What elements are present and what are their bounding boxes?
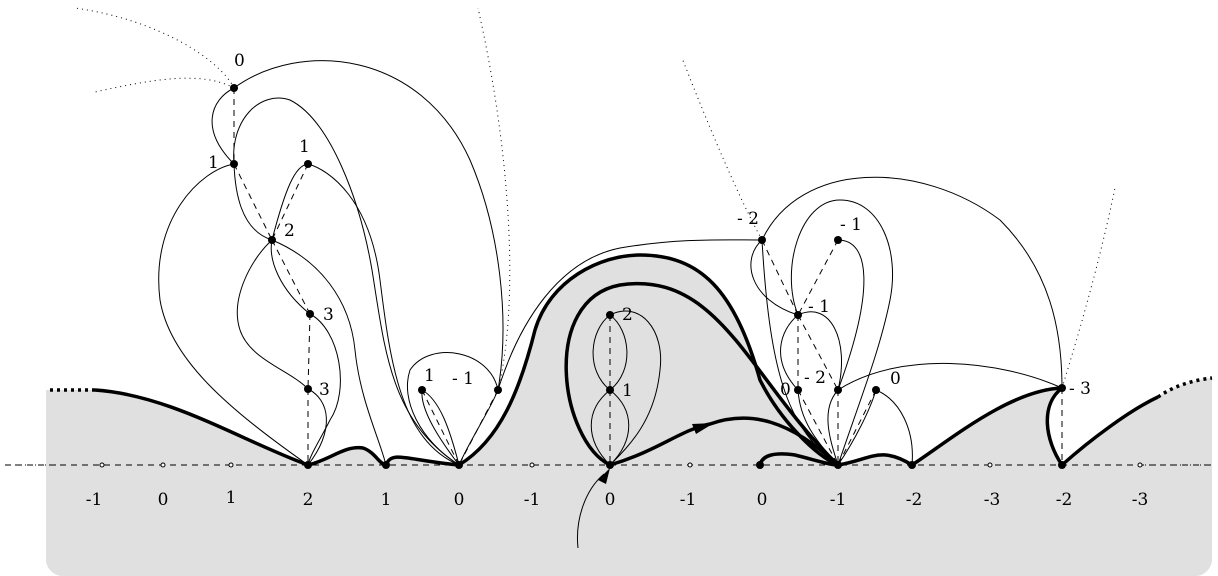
dashed-connectors [233, 88, 1063, 466]
thin-curves-right [750, 176, 1063, 466]
axis-tick [228, 462, 234, 468]
node-label: 1 [622, 381, 633, 401]
node-label: - 1 [808, 297, 830, 317]
node [794, 311, 802, 319]
thin-curves-left [158, 60, 763, 466]
node [230, 84, 238, 92]
node [908, 461, 916, 469]
node [418, 386, 426, 394]
axis-tick [1137, 462, 1143, 468]
axis-tick [99, 462, 105, 468]
node-label: - 3 [1069, 379, 1091, 399]
axis-label: -1 [86, 490, 103, 510]
node-label: - 2 [804, 368, 826, 388]
node [230, 160, 238, 168]
axis-label: 1 [381, 490, 392, 510]
node [606, 311, 614, 319]
node [268, 236, 276, 244]
shaded-lens [566, 283, 838, 465]
node-label: 2 [284, 221, 295, 241]
thick-lens-curve [564, 281, 840, 467]
axis-tick [987, 462, 993, 468]
node-labels: 0 1 1 2 3 3 1 - 1 2 1 - 2 - 1 - 1 0 - 2 … [208, 51, 1091, 401]
node [872, 386, 880, 394]
node-label: 3 [323, 305, 334, 325]
dotted-lines [74, 7, 1116, 391]
node-label: - 1 [452, 369, 474, 389]
node [304, 160, 312, 168]
node [834, 236, 842, 244]
axis-label: -3 [984, 490, 1001, 510]
node-label: 0 [780, 380, 791, 400]
axis-label: -1 [680, 490, 697, 510]
axis-label: 2 [303, 490, 314, 510]
axis-label: 0 [454, 490, 465, 510]
axis-label: 1 [226, 488, 237, 508]
node [834, 461, 842, 469]
axis-label: -2 [1056, 490, 1073, 510]
axis-labels: -1 0 1 2 1 0 -1 0 -1 0 -1 -2 -3 -2 -3 [86, 488, 1149, 510]
node-label: 2 [622, 305, 633, 325]
node [834, 386, 842, 394]
node [606, 461, 614, 469]
node [494, 386, 502, 394]
node [756, 461, 764, 469]
node [382, 461, 390, 469]
node-label: 0 [890, 369, 901, 389]
axis-tick [687, 462, 693, 468]
nodes [230, 84, 1066, 469]
axis-tick [160, 462, 166, 468]
node [455, 461, 463, 469]
node [1058, 461, 1066, 469]
node [304, 385, 312, 393]
node-label: 0 [234, 51, 245, 71]
axis-label: -2 [906, 490, 923, 510]
node [794, 386, 802, 394]
axis-label: 0 [605, 490, 616, 510]
thick-right-arc-1 [837, 386, 1063, 468]
node-label: - 1 [840, 215, 862, 235]
node [306, 310, 314, 318]
axis-label: -1 [830, 490, 847, 510]
node [606, 386, 614, 394]
axis-label: 0 [158, 490, 169, 510]
entry-arrow-curve [576, 473, 605, 549]
axis-label: 0 [757, 490, 768, 510]
axis-label: -1 [524, 490, 541, 510]
node [1058, 384, 1066, 392]
node-label: 3 [319, 380, 330, 400]
axis-ticks [99, 462, 1143, 468]
node [304, 461, 312, 469]
axis-tick [529, 462, 535, 468]
arrowhead-upper [692, 423, 714, 434]
node-label: 1 [424, 366, 435, 386]
arrowhead-lower [598, 468, 610, 484]
node-label: 1 [208, 153, 219, 173]
node [758, 236, 766, 244]
node-label: - 2 [737, 209, 759, 229]
axis-label: -3 [1132, 490, 1149, 510]
thick-boundary-dots-right [1156, 376, 1213, 399]
node-label: 1 [299, 137, 310, 157]
thick-hook-curve [758, 452, 839, 467]
